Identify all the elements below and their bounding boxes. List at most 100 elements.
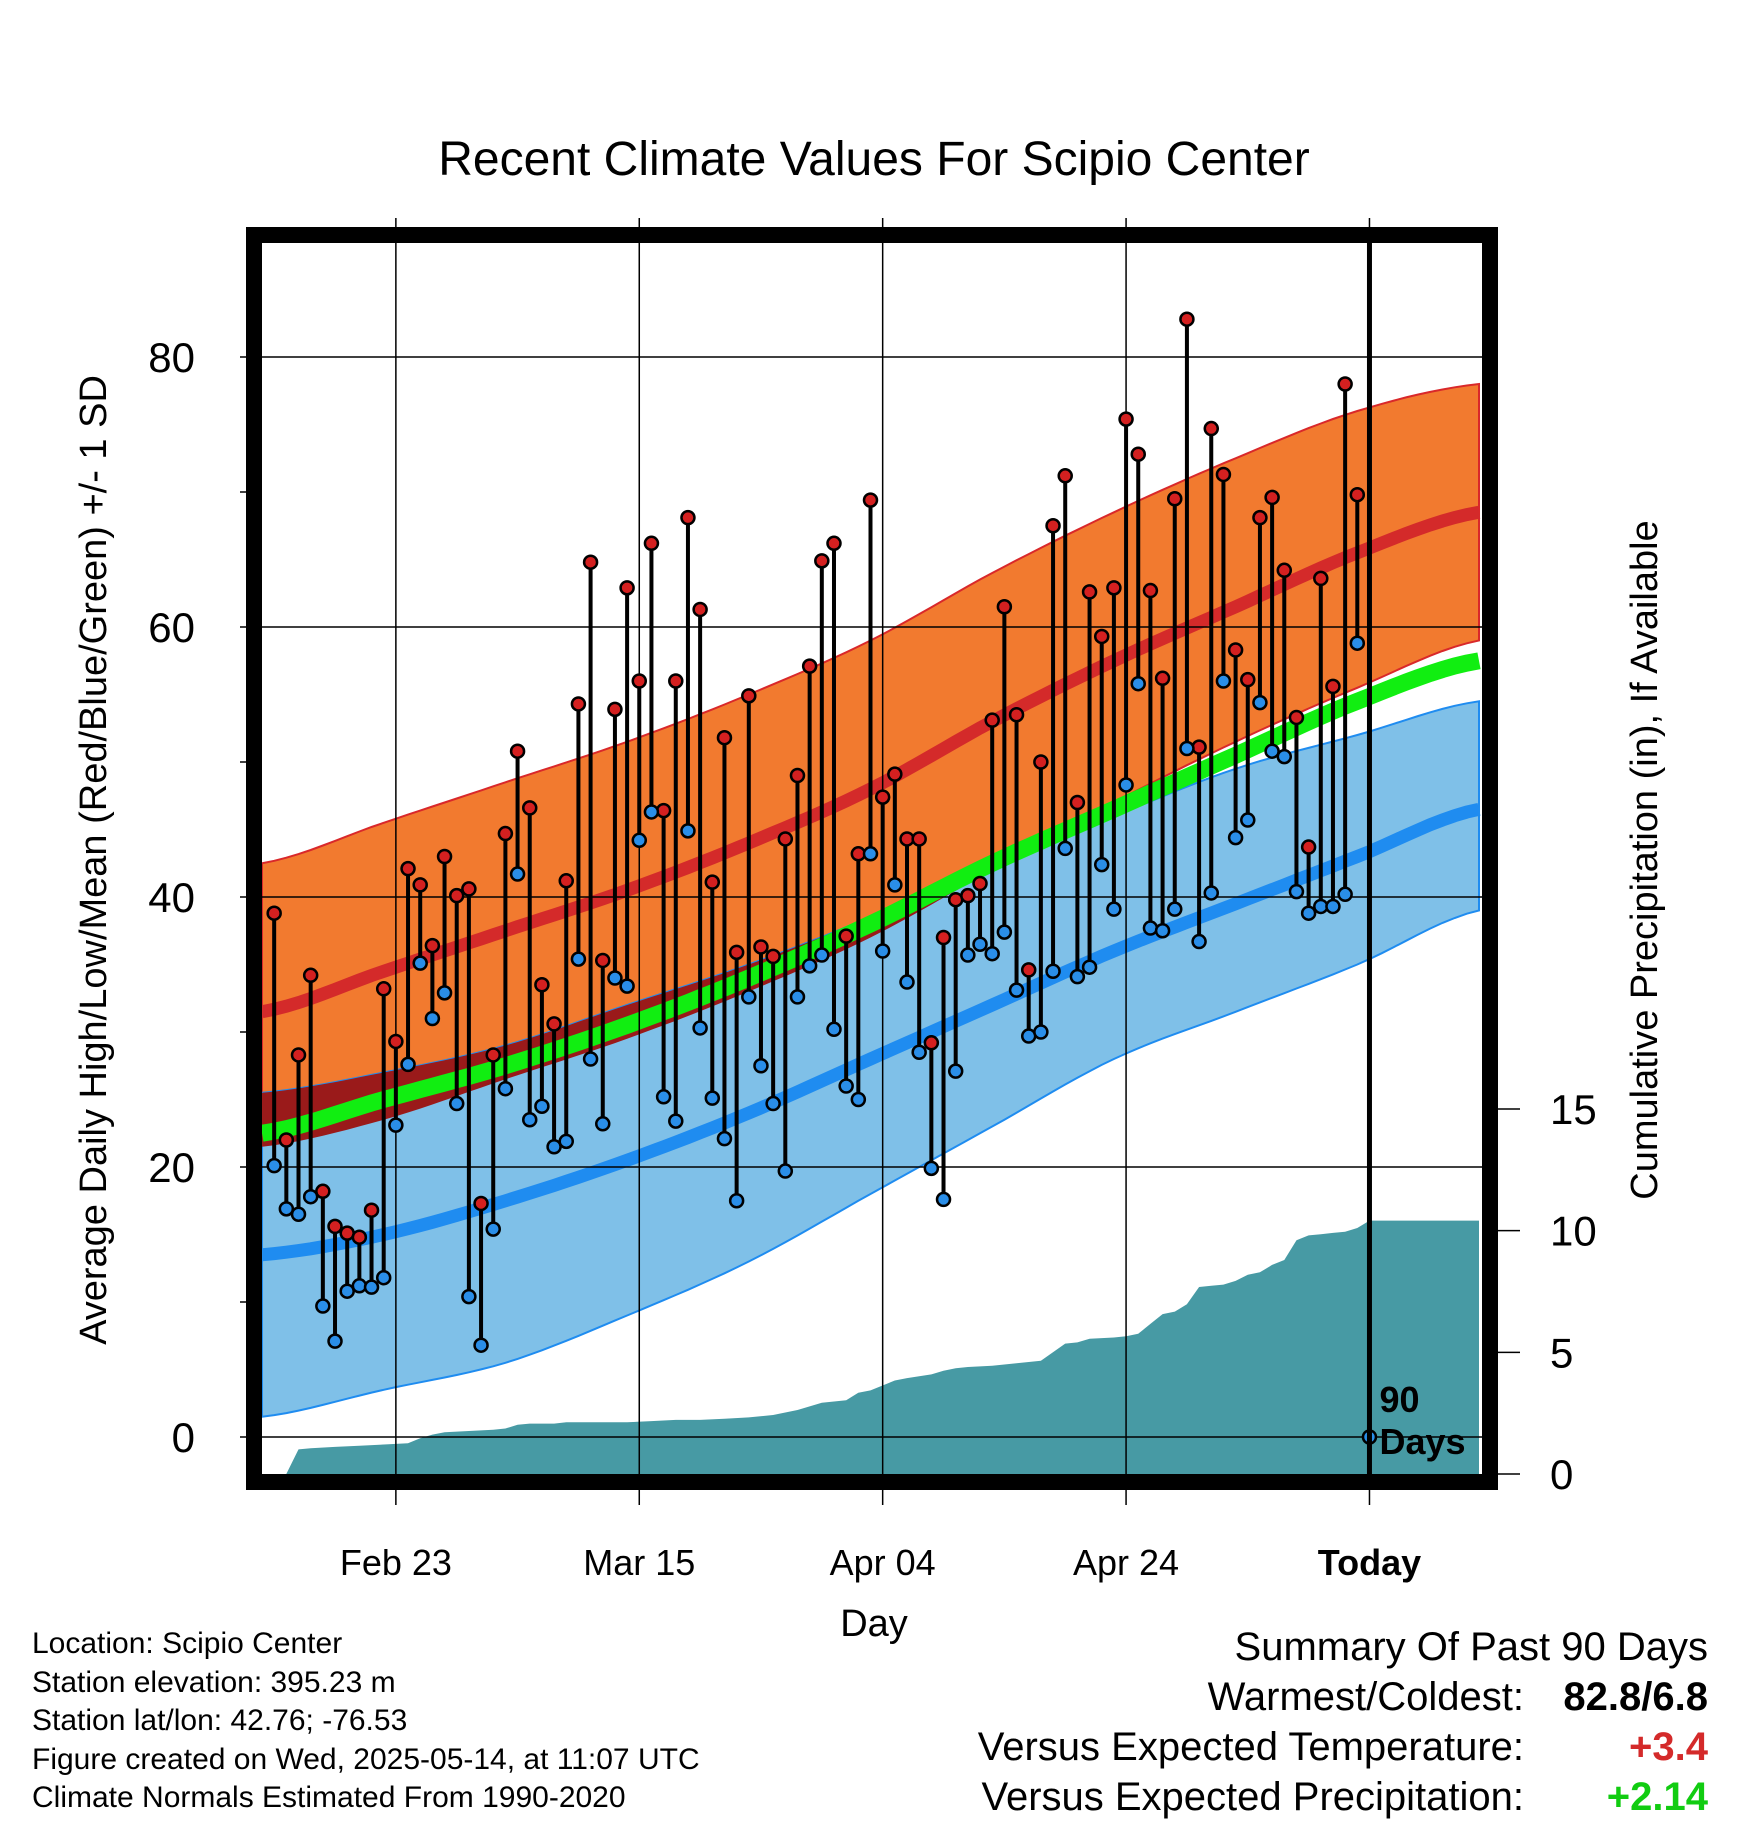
high-point [363,1202,380,1218]
temp-label: Versus Expected Temperature: [977,1725,1524,1769]
y2-tick-label: 0 [1550,1451,1573,1498]
precip-value: +2.14 [1606,1775,1708,1819]
y2-tick-label: 5 [1550,1329,1573,1376]
precip-cumulative-area [262,1220,1479,1474]
high-point [1240,671,1256,688]
high-point [327,1218,343,1235]
high-point [497,825,514,842]
low-point [801,958,818,974]
warmest-value: 82.8/6.8 [1563,1675,1708,1719]
low-point [826,1021,842,1038]
high-point [1142,582,1159,599]
high-point [801,658,818,674]
low-point [290,1206,307,1222]
x-tick-label: Feb 23 [340,1542,452,1583]
plot-frame: 90 Days [246,227,1498,1490]
warmest-label: Warmest/Coldest: [1207,1675,1524,1719]
high-point [570,696,587,712]
high-point [1118,411,1134,427]
normals-text: Climate Normals Estimated From 1990-2020 [32,1781,626,1814]
y-tick-label: 60 [148,604,195,651]
high-point [1349,486,1366,503]
high-point [546,1016,562,1032]
high-point [680,509,696,526]
high-point [631,673,648,689]
y-tick-label: 80 [148,334,195,381]
axes: 0 20 40 60 80 0 5 10 15 Feb 23 Mar 15 Apr 04 Apr 24 T… [148,334,1596,1583]
high-point [1313,570,1329,587]
low-point [1106,901,1122,917]
daily-observations [266,311,1378,1445]
low-point [448,1095,465,1112]
low-point [595,1116,611,1132]
precipitation-area [262,1220,1479,1474]
low-point [935,1191,952,1208]
low-point [850,1091,867,1108]
high-point [887,766,903,782]
y-tick-label: 40 [148,874,195,921]
high-point [1154,670,1171,687]
y-tick-label: 0 [172,1414,195,1461]
high-point [595,952,611,969]
high-point [765,948,781,965]
low-point [1057,840,1073,857]
high-point [1033,754,1049,770]
high-point [1300,839,1317,855]
x-tick-label: Apr 04 [830,1542,936,1583]
low-point [1142,920,1159,936]
low-point [668,1113,684,1129]
low-point [1264,743,1280,759]
high-point [911,831,927,847]
location-text: Location: Scipio Center [32,1627,343,1660]
low-point [960,947,976,963]
high-point [375,981,392,997]
y2-tick-label: 10 [1550,1208,1597,1255]
low-point [473,1337,489,1353]
latlon-text: Station lat/lon: 42.76; -76.53 [32,1704,408,1737]
high-point [862,492,879,508]
low-point [607,970,623,986]
low-point [1093,856,1110,873]
low-point [777,1163,794,1179]
low-point [1081,959,1098,975]
low-point [716,1130,733,1147]
high-point [290,1047,307,1063]
low-point [996,924,1013,940]
low-point [509,866,526,882]
low-point [266,1157,282,1174]
low-point [838,1078,854,1094]
high-point [996,599,1013,615]
high-point [704,874,721,890]
high-point [1020,962,1037,978]
high-point [960,887,976,904]
high-point [874,789,891,805]
created-text: Figure created on Wed, 2025-05-14, at 11… [32,1742,700,1776]
high-point [753,939,769,955]
x-tick-label: Today [1318,1542,1421,1583]
station-info: Location: Scipio Center Station elevatio… [32,1625,700,1818]
today-marker-label: 90 Days [1379,1379,1465,1462]
normal-mean-line [262,652,1481,1142]
low-point [461,1288,477,1305]
low-point [1349,635,1366,651]
low-point [485,1221,501,1237]
low-point [1252,694,1268,711]
low-point [363,1279,380,1295]
high-point [619,580,635,596]
low-point [631,832,648,849]
low-point [570,951,587,967]
low-point [1118,777,1134,793]
summary-temp-row: Versus Expected Temperature: +3.4 [978,1722,1708,1772]
high-point [1288,709,1305,726]
high-point [1167,491,1183,507]
low-point [582,1051,599,1067]
low-point [753,1058,769,1074]
low-point [1154,923,1171,939]
temp-value: +3.4 [1629,1725,1708,1769]
low-point [1276,748,1293,765]
low-point [436,985,453,1001]
high-point [534,977,550,993]
high-point [789,767,806,784]
low-point [923,1160,940,1177]
low-point [1008,982,1025,998]
